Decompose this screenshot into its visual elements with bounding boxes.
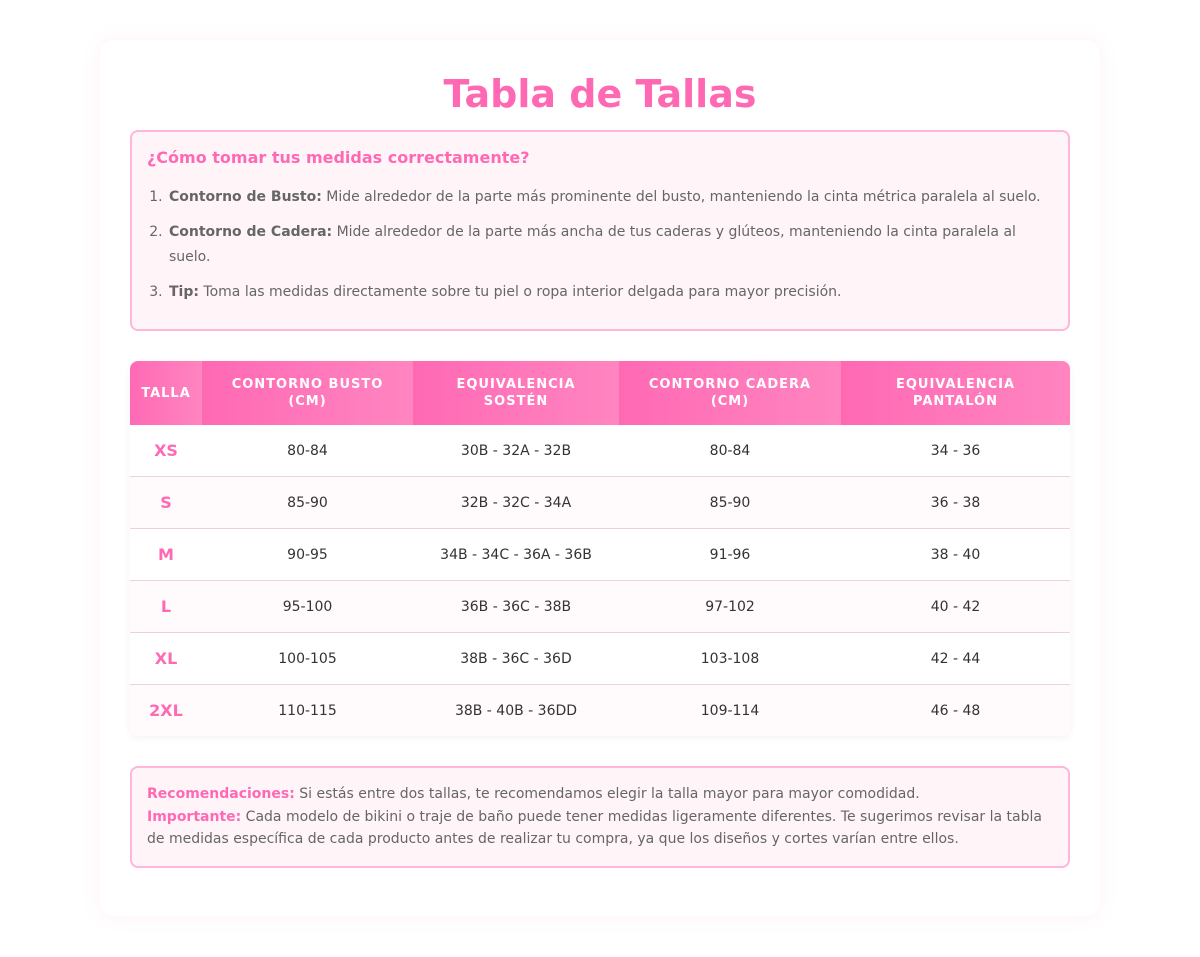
table-header-row: Talla Contorno Busto (cm) Equivalencia Sos… [130, 361, 1070, 425]
recommendations-note: Recomendaciones: Si estás entre dos tall… [130, 766, 1070, 868]
list-item: Contorno de Cadera: Mide alrededor de la… [167, 220, 1053, 270]
table-cell: 85-90 [202, 476, 413, 529]
size-guide-card: Tabla de Tallas ¿Cómo tomar tus medidas … [100, 40, 1100, 916]
table-cell: 38B - 36C - 36D [413, 632, 619, 685]
table-cell: 34 - 36 [841, 425, 1070, 477]
table-row: L 95-100 36B - 36C - 38B 97-102 40 - 42 [130, 580, 1070, 633]
table-cell: 91-96 [619, 528, 841, 581]
column-header: Equivalencia Sostén [413, 361, 619, 425]
size-label: M [130, 528, 202, 581]
important-label: Importante: [147, 808, 242, 825]
size-label: XL [130, 632, 202, 685]
table-row: M 90-95 34B - 34C - 36A - 36B 91-96 38 - 40 [130, 528, 1070, 581]
table-row: S 85-90 32B - 32C - 34A 85-90 36 - 38 [130, 476, 1070, 529]
table-cell: 42 - 44 [841, 632, 1070, 685]
page-title: Tabla de Tallas [443, 72, 757, 116]
measurement-instructions: ¿Cómo tomar tus medidas correctamente? C… [130, 130, 1070, 331]
table-cell: 100-105 [202, 632, 413, 685]
table-row: XL 100-105 38B - 36C - 36D 103-108 42 - 44 [130, 632, 1070, 685]
item-text: Mide alrededor de la parte más prominent… [321, 189, 1041, 205]
size-label: L [130, 580, 202, 633]
table-cell: 38B - 40B - 36DD [413, 684, 619, 736]
column-header: Equivalencia Pantalón [841, 361, 1070, 425]
table-cell: 95-100 [202, 580, 413, 633]
table-cell: 38 - 40 [841, 528, 1070, 581]
item-label: Contorno de Cadera: [169, 224, 333, 240]
table-cell: 97-102 [619, 580, 841, 633]
size-label: XS [130, 425, 202, 477]
recommendations-label: Recomendaciones: [147, 786, 295, 802]
item-label: Tip: [169, 284, 199, 300]
table-cell: 90-95 [202, 528, 413, 581]
table-cell: 46 - 48 [841, 684, 1070, 736]
table-row: XS 80-84 30B - 32A - 32B 80-84 34 - 36 [130, 425, 1070, 477]
table-cell: 85-90 [619, 476, 841, 529]
table-cell: 34B - 34C - 36A - 36B [413, 528, 619, 581]
important-text: Cada modelo de bikini o traje de baño pu… [147, 808, 1042, 848]
instructions-list: Contorno de Busto: Mide alrededor de la … [147, 185, 1053, 305]
size-label: 2XL [130, 684, 202, 736]
table-cell: 109-114 [619, 684, 841, 736]
table-cell: 32B - 32C - 34A [413, 476, 619, 529]
instructions-heading: ¿Cómo tomar tus medidas correctamente? [147, 148, 530, 167]
table-cell: 80-84 [619, 425, 841, 477]
recommendations-text: Si estás entre dos tallas, te recomendam… [294, 786, 920, 802]
table-cell: 36 - 38 [841, 476, 1070, 529]
list-item: Tip: Toma las medidas directamente sobre… [167, 280, 1053, 305]
list-item: Contorno de Busto: Mide alrededor de la … [167, 185, 1053, 210]
size-table: Talla Contorno Busto (cm) Equivalencia Sos… [130, 361, 1070, 736]
table-cell: 40 - 42 [841, 580, 1070, 633]
item-text: Toma las medidas directamente sobre tu p… [198, 284, 842, 300]
column-header: Contorno Busto (cm) [202, 361, 413, 425]
column-header: Contorno Cadera (cm) [619, 361, 841, 425]
item-text: Mide alrededor de la parte más ancha de … [169, 224, 1016, 265]
column-header: Talla [130, 361, 202, 425]
size-label: S [130, 476, 202, 529]
item-label: Contorno de Busto: [169, 189, 322, 205]
table-cell: 30B - 32A - 32B [413, 425, 619, 477]
table-cell: 36B - 36C - 38B [413, 580, 619, 633]
table-row: 2XL 110-115 38B - 40B - 36DD 109-114 46 - 48 [130, 684, 1070, 736]
table-cell: 110-115 [202, 684, 413, 736]
table-cell: 80-84 [202, 425, 413, 477]
table-cell: 103-108 [619, 632, 841, 685]
